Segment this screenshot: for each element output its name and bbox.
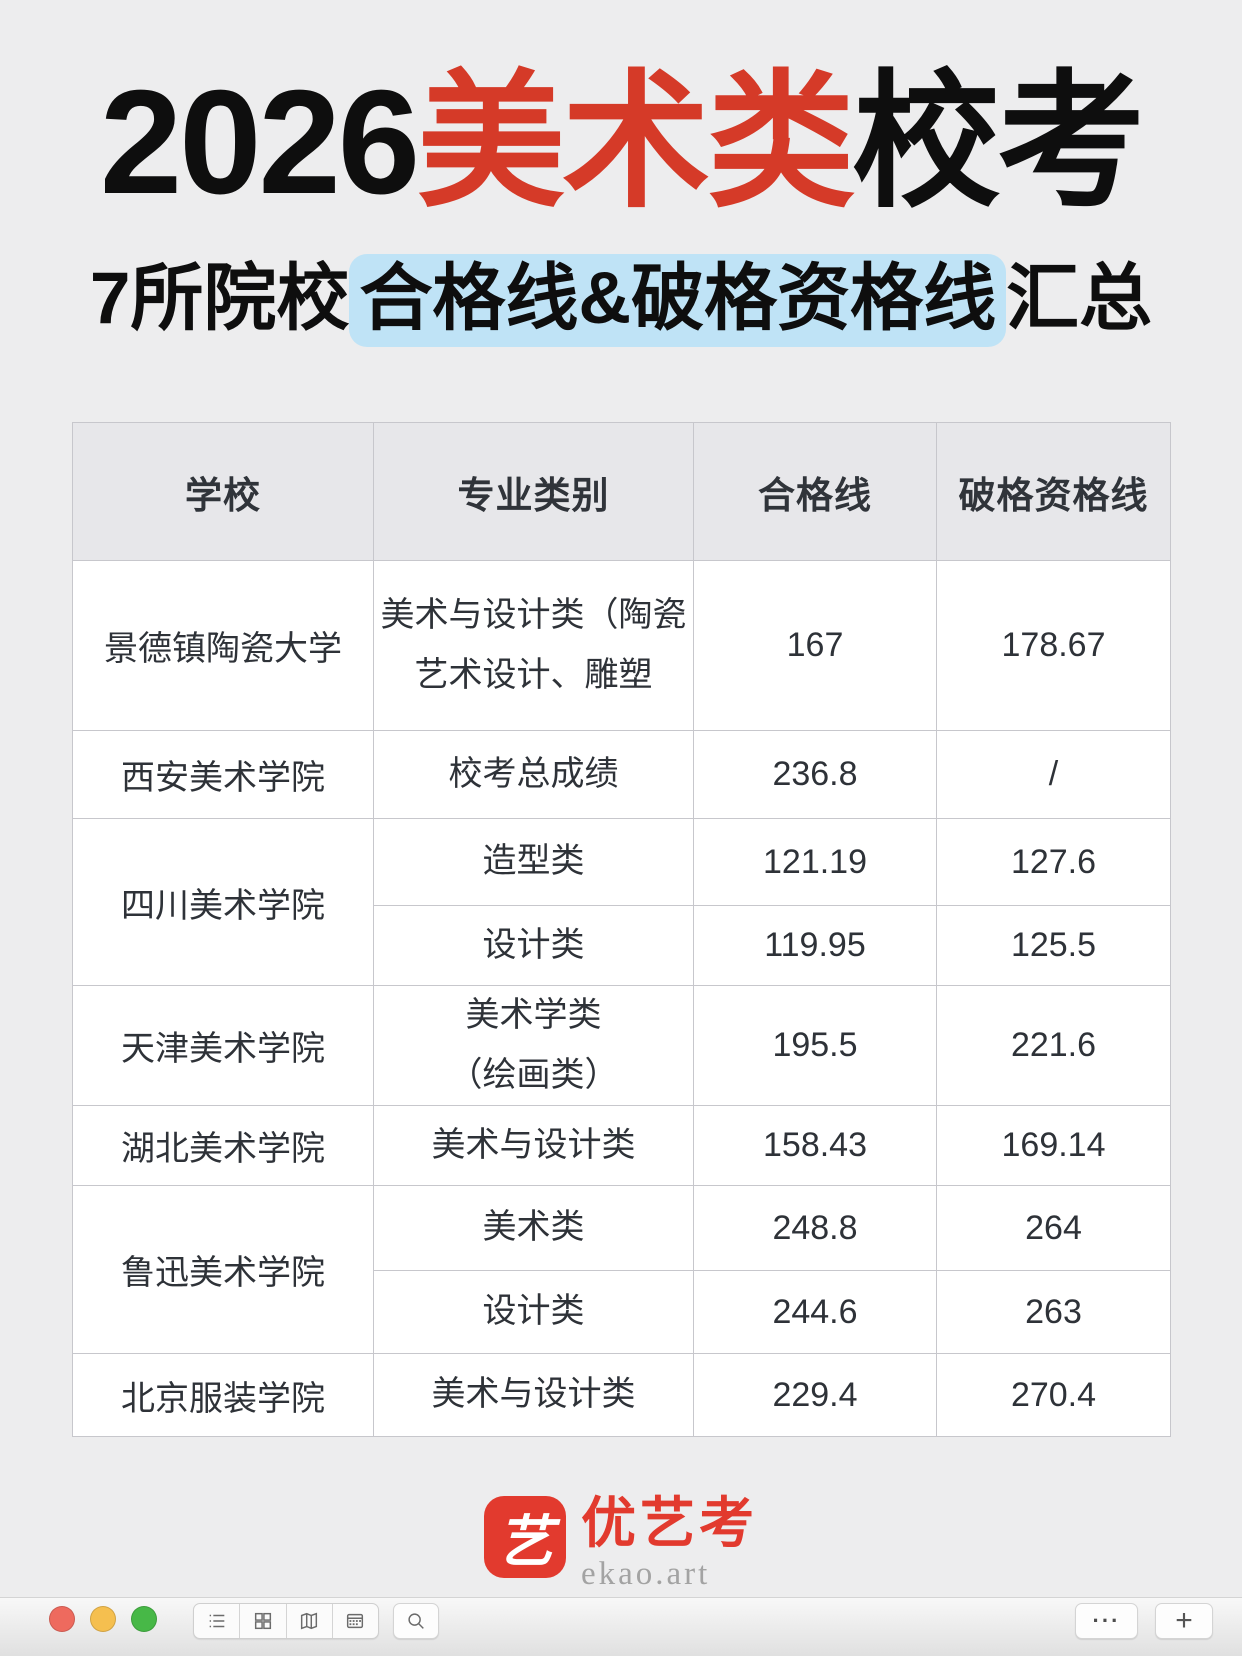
column-header: 破格资格线	[936, 422, 1171, 561]
school-cell: 天津美术学院	[72, 985, 374, 1106]
search-button[interactable]	[393, 1603, 439, 1639]
poster-title: 2026美术类校考	[0, 58, 1242, 228]
school-cell: 四川美术学院	[72, 818, 374, 986]
poster-subtitle: 7所院校 合格线&破格资格线 汇总	[0, 252, 1242, 347]
major-cell: 美术类	[373, 1185, 694, 1271]
logo-badge-icon: 艺	[483, 1496, 566, 1578]
major-cell: 造型类	[373, 818, 694, 906]
exception-line-cell: 221.6	[936, 985, 1171, 1106]
exception-line-cell: 127.6	[936, 818, 1171, 906]
major-cell: 美术与设计类	[373, 1353, 694, 1437]
exception-line-cell: /	[936, 730, 1171, 819]
close-window-button[interactable]	[49, 1606, 75, 1632]
school-cell: 景德镇陶瓷大学	[72, 560, 374, 731]
table-row: 鲁迅美术学院 美术类 248.8 264	[72, 1185, 1171, 1354]
calendar-view-button[interactable]	[333, 1604, 378, 1638]
exception-line-cell: 169.14	[936, 1105, 1171, 1186]
grid-icon	[254, 1612, 271, 1630]
column-header: 学校	[72, 422, 374, 561]
pass-line-cell: 119.95	[693, 905, 937, 986]
table-row: 四川美术学院 造型类 121.19 127.6	[72, 818, 1171, 986]
list-icon	[209, 1614, 224, 1628]
table-row: 西安美术学院 校考总成绩 236.8/	[72, 730, 1171, 819]
calendar-icon	[347, 1613, 364, 1629]
search-icon	[408, 1613, 424, 1629]
grid-view-button[interactable]	[240, 1604, 287, 1638]
view-mode-segmented-control	[193, 1603, 379, 1639]
brand-logo: 艺 优艺考 ekao.art	[0, 1496, 1242, 1593]
exception-line-cell: 125.5	[936, 905, 1171, 986]
bottom-toolbar: ··· +	[0, 1597, 1242, 1656]
table-row: 北京服装学院 美术与设计类 229.4 270.4	[72, 1353, 1171, 1437]
major-cell: 美术与设计类（陶瓷 艺术设计、雕塑	[373, 560, 694, 731]
major-cell: 校考总成绩	[373, 730, 694, 819]
school-cell: 西安美术学院	[72, 730, 374, 819]
logo-domain: ekao.art	[580, 1556, 711, 1592]
pass-line-cell: 195.5	[693, 985, 937, 1106]
score-table: 学校 专业类别 合格线 破格资格线 景德镇陶瓷大学 美术与设计类（陶瓷 艺术设计、雕塑 16…	[72, 422, 1171, 1437]
table-row: 湖北美术学院 美术与设计类 158.43 169.14	[72, 1105, 1171, 1186]
window-controls	[49, 1606, 157, 1632]
major-cell: 美术学类 （绘画类）	[373, 985, 694, 1106]
pass-line-cell: 229.4	[693, 1353, 937, 1437]
title-exam: 校考	[852, 60, 1145, 225]
pass-line-cell: 121.19	[693, 818, 937, 906]
school-cell: 鲁迅美术学院	[72, 1185, 374, 1354]
map-view-button[interactable]	[287, 1604, 333, 1638]
table-row: 景德镇陶瓷大学 美术与设计类（陶瓷 艺术设计、雕塑 167 178.67	[72, 560, 1171, 731]
school-cell: 湖北美术学院	[72, 1105, 374, 1186]
title-year: 2026	[99, 60, 420, 225]
school-cell: 北京服装学院	[72, 1353, 374, 1437]
pass-line-cell: 236.8	[693, 730, 937, 819]
subtitle-prefix: 7所院校	[89, 258, 350, 339]
pass-line-cell: 167	[693, 560, 937, 731]
exception-line-cell: 264	[936, 1185, 1171, 1271]
major-cell: 设计类	[373, 905, 694, 986]
logo-brand-name: 优艺考	[580, 1492, 758, 1554]
add-button[interactable]: +	[1155, 1603, 1213, 1639]
title-category: 美术类	[417, 60, 855, 225]
map-icon	[301, 1612, 318, 1630]
exception-line-cell: 270.4	[936, 1353, 1171, 1437]
exception-line-cell: 178.67	[936, 560, 1171, 731]
pass-line-cell: 244.6	[693, 1270, 937, 1354]
subtitle-highlight: 合格线&破格资格线	[349, 254, 1007, 347]
major-cell: 设计类	[373, 1270, 694, 1354]
table-row: 设计类 119.95 125.5	[73, 905, 1171, 986]
zoom-window-button[interactable]	[131, 1606, 157, 1632]
major-cell: 美术与设计类	[373, 1105, 694, 1186]
column-header: 专业类别	[373, 422, 694, 561]
subtitle-suffix: 汇总	[1006, 258, 1153, 339]
exception-line-cell: 263	[936, 1270, 1171, 1354]
more-options-button[interactable]: ···	[1075, 1603, 1138, 1639]
column-header: 合格线	[693, 422, 937, 561]
pass-line-cell: 248.8	[693, 1185, 937, 1271]
table-row: 天津美术学院 美术学类 （绘画类） 195.5 221.6	[72, 985, 1171, 1106]
minimize-window-button[interactable]	[90, 1606, 116, 1632]
list-view-button[interactable]	[194, 1604, 241, 1638]
pass-line-cell: 158.43	[693, 1105, 937, 1186]
